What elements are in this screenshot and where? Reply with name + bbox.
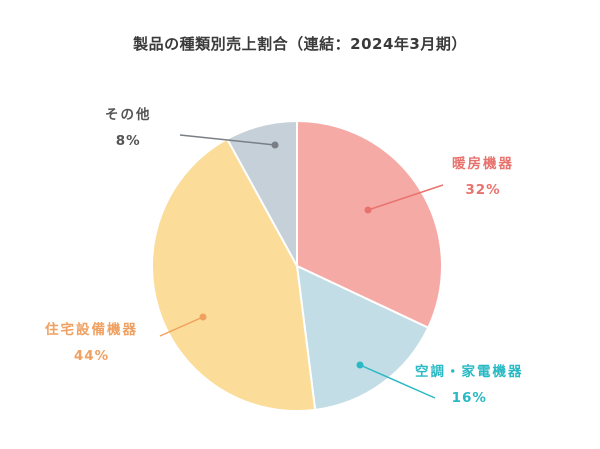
label-heating: 暖房機器 32%	[452, 152, 514, 198]
leader-dot-heating	[364, 206, 372, 214]
leader-line-other	[179, 134, 276, 146]
label-heating-name: 暖房機器	[452, 156, 514, 172]
leader-dot-aircon	[356, 361, 364, 369]
label-heating-pct: 32%	[465, 182, 501, 198]
leader-line-aircon	[359, 364, 436, 399]
label-aircon-pct: 16%	[451, 390, 487, 406]
label-other-name: その他	[105, 107, 152, 123]
label-housing-name: 住宅設備機器	[45, 322, 138, 338]
label-housing-pct: 44%	[73, 348, 110, 364]
leader-line-heating	[367, 184, 444, 211]
pie-slice-heating	[296, 119, 443, 330]
leader-dot-other	[271, 141, 279, 149]
label-aircon-name: 空調・家電機器	[415, 364, 524, 380]
chart-title: 製品の種類別売上割合（連結：2024年3月期）	[133, 35, 467, 53]
pie-slice-aircon	[295, 264, 430, 411]
label-other: その他 8%	[105, 103, 152, 149]
pie-slice-other	[225, 119, 298, 267]
pie-slice-housing	[151, 137, 317, 412]
label-aircon: 空調・家電機器 16%	[415, 360, 524, 406]
label-other-pct: 8%	[115, 133, 141, 149]
label-housing: 住宅設備機器 44%	[45, 318, 138, 364]
leader-dot-housing	[199, 313, 207, 321]
leader-line-housing	[159, 316, 204, 337]
